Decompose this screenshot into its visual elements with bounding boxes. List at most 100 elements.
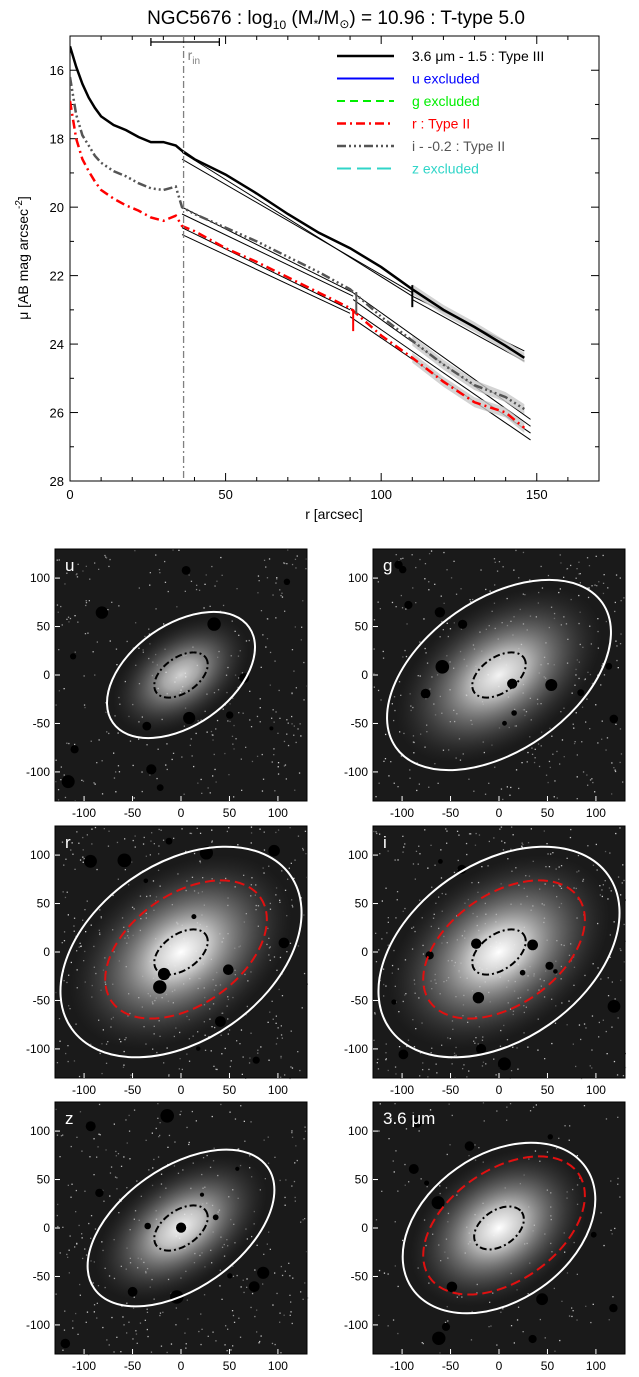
noise-pixel [620, 979, 622, 982]
noise-pixel [276, 1292, 278, 1295]
noise-pixel [611, 793, 613, 795]
profile-curves [70, 45, 526, 433]
noise-pixel [446, 1153, 448, 1156]
noise-pixel [603, 1244, 605, 1247]
noise-pixel [397, 1190, 399, 1192]
noise-pixel [235, 738, 237, 740]
noise-pixel [204, 1034, 206, 1036]
noise-pixel [200, 719, 202, 721]
noise-pixel [266, 577, 269, 579]
noise-pixel [229, 720, 231, 723]
noise-pixel [219, 1285, 221, 1287]
noise-pixel [586, 557, 589, 559]
noise-pixel [211, 565, 213, 568]
noise-pixel [379, 853, 381, 855]
noise-pixel [232, 1314, 235, 1317]
noise-pixel [576, 754, 578, 756]
noise-pixel [404, 843, 406, 845]
inner-ellipse [153, 1204, 209, 1252]
noise-pixel [428, 581, 430, 583]
noise-pixel [470, 1339, 473, 1341]
noise-pixel [90, 1043, 92, 1045]
noise-pixel [280, 1025, 282, 1027]
noise-pixel [597, 742, 599, 744]
noise-pixel [406, 623, 408, 625]
noise-pixel [465, 842, 468, 845]
noise-pixel [205, 574, 207, 576]
y-tick-label: 20 [50, 200, 64, 215]
noise-pixel [191, 1110, 193, 1113]
noise-pixel [493, 837, 495, 839]
noise-pixel [175, 1307, 177, 1309]
noise-pixel [159, 1314, 161, 1317]
noise-pixel [493, 558, 496, 560]
noise-pixel [566, 1024, 568, 1026]
noise-pixel [241, 789, 243, 791]
mask-blob [127, 1286, 138, 1297]
noise-pixel [183, 725, 185, 727]
noise-pixel [591, 1015, 594, 1017]
noise-pixel [108, 732, 110, 735]
noise-pixel [236, 1274, 238, 1277]
noise-pixel [575, 712, 577, 714]
noise-pixel [406, 1045, 408, 1048]
noise-pixel [179, 1058, 181, 1060]
noise-pixel [74, 868, 76, 870]
noise-pixel [462, 1068, 464, 1070]
noise-pixel [278, 988, 280, 991]
noise-pixel [176, 606, 178, 608]
noise-pixel [383, 1272, 386, 1274]
noise-pixel [451, 1063, 453, 1065]
noise-pixel [515, 549, 517, 552]
noise-pixel [159, 1134, 161, 1137]
image-panels: u -100 -100 -50 -50 0 0 50 50 100 100 g -100 -100 -50 -… [26, 548, 627, 1373]
noise-pixel [499, 828, 501, 830]
noise-pixel [220, 1103, 222, 1106]
noise-pixel [430, 844, 432, 846]
noise-pixel [226, 830, 228, 833]
noise-pixel [257, 1049, 259, 1051]
noise-pixel [619, 643, 622, 645]
noise-pixel [596, 585, 598, 587]
noise-pixel [104, 554, 106, 557]
noise-pixel [463, 1064, 465, 1066]
noise-pixel [78, 946, 80, 948]
noise-pixel [398, 681, 401, 683]
y-tick-label: 26 [50, 406, 64, 421]
noise-pixel [134, 846, 136, 848]
noise-pixel [522, 1331, 524, 1333]
noise-pixel [64, 1310, 66, 1312]
profile-curve [70, 76, 525, 411]
noise-pixel [281, 995, 284, 997]
fit-line [412, 299, 525, 362]
noise-pixel [617, 667, 619, 669]
noise-pixel [277, 762, 280, 764]
panel-y-tick-label: 0 [43, 1221, 50, 1235]
noise-pixel [227, 1033, 229, 1035]
noise-pixel [478, 834, 481, 836]
noise-pixel [616, 645, 618, 647]
noise-pixel [227, 720, 229, 722]
noise-pixel [79, 1283, 81, 1286]
noise-pixel [250, 832, 253, 834]
noise-pixel [178, 549, 180, 551]
noise-pixel [564, 1125, 566, 1127]
noise-pixel [291, 692, 293, 694]
noise-pixel [237, 1148, 239, 1150]
noise-pixel [259, 721, 261, 723]
noise-pixel [195, 732, 197, 735]
noise-pixel [587, 596, 590, 599]
outer-ellipse [386, 578, 612, 772]
noise-pixel [393, 696, 396, 698]
noise-pixel [269, 651, 272, 654]
noise-pixel [243, 1120, 245, 1122]
noise-pixel [157, 869, 160, 871]
noise-pixel [181, 828, 183, 830]
noise-pixel [451, 1114, 453, 1117]
noise-pixel [292, 1277, 294, 1279]
noise-pixel [57, 611, 59, 613]
noise-pixel [94, 826, 97, 829]
noise-pixel [506, 786, 508, 788]
noise-pixel [71, 842, 73, 844]
noise-pixel [172, 752, 175, 754]
